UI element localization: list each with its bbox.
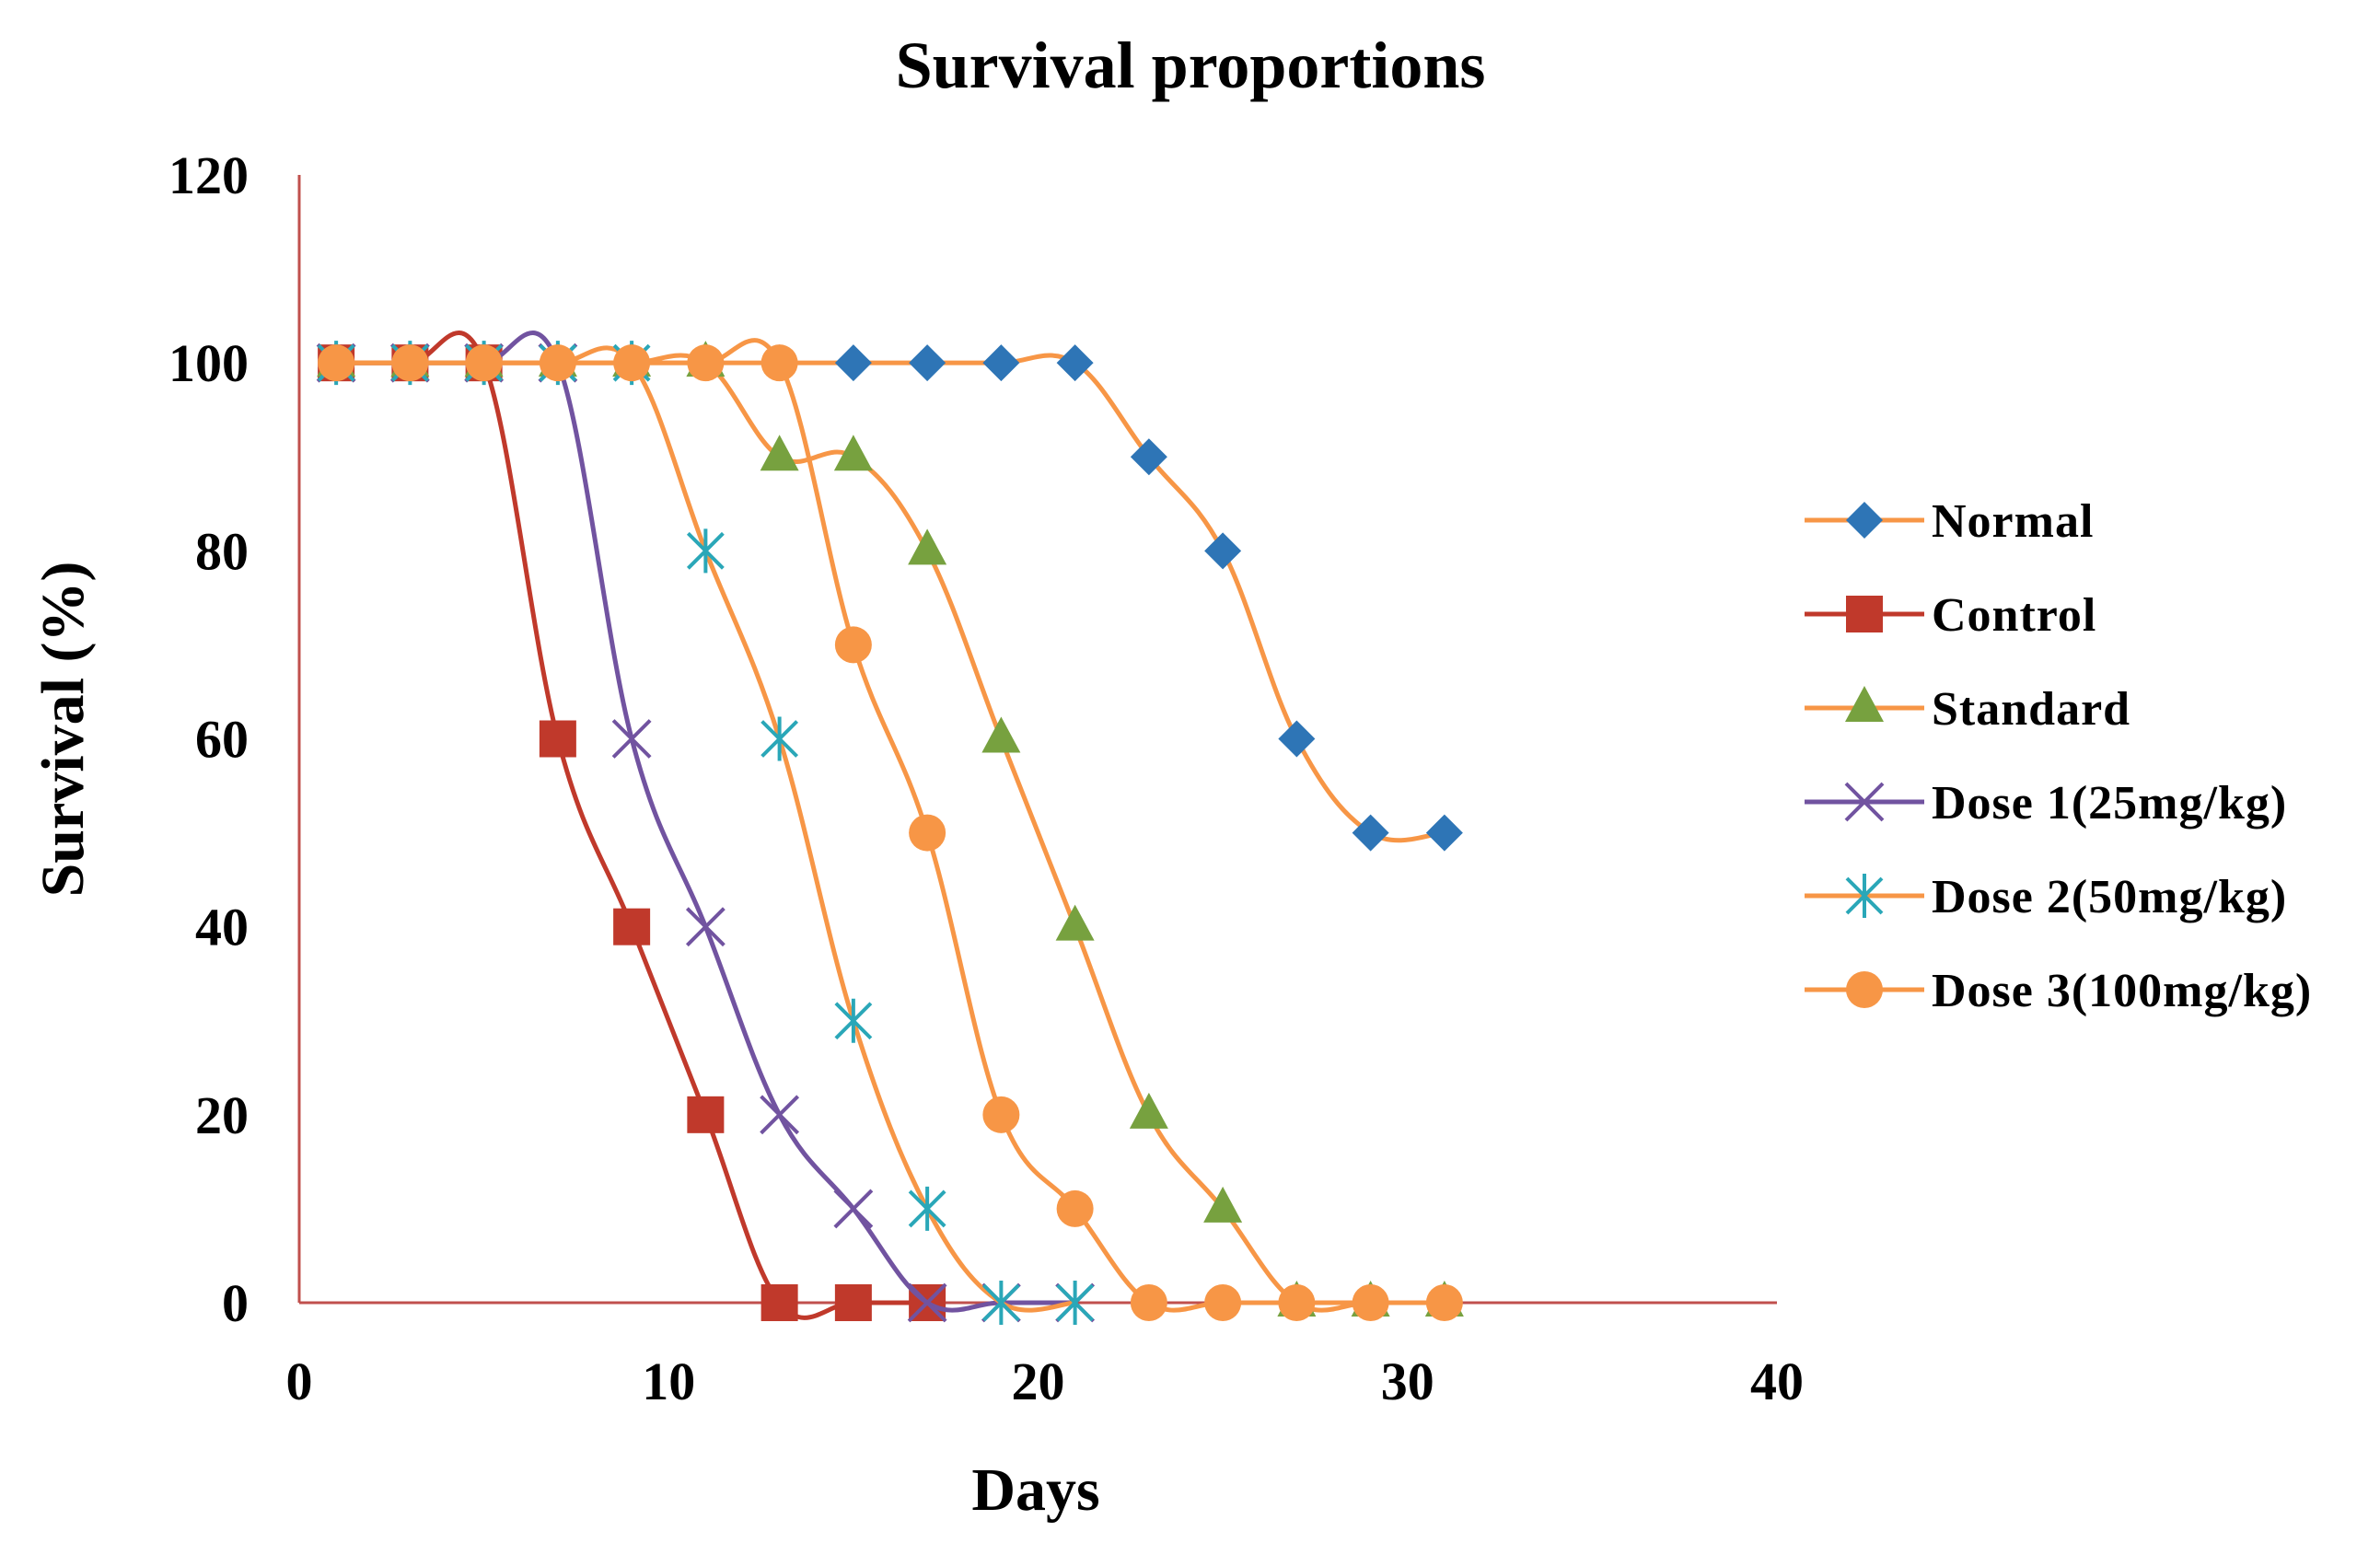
series-line <box>336 353 1445 1313</box>
data-point <box>981 716 1021 753</box>
data-point <box>908 1186 946 1231</box>
data-point <box>1278 1284 1316 1321</box>
legend-label: Standard <box>1932 683 2130 736</box>
legend-item: Dose 1(25mg/kg) <box>1805 777 2287 830</box>
x-tick-label: 10 <box>642 1352 695 1411</box>
data-point <box>539 344 576 382</box>
y-axis-label: Survival (%) <box>29 562 97 898</box>
legend-marker <box>1845 874 1884 918</box>
data-point <box>1056 344 1094 382</box>
y-tick-label: 20 <box>195 1085 249 1145</box>
legend-label: Normal <box>1932 495 2094 548</box>
data-point <box>834 626 872 664</box>
data-point <box>465 344 503 382</box>
series-line <box>336 331 1075 1313</box>
data-point <box>1130 1284 1167 1321</box>
series-normal <box>318 344 1463 852</box>
data-point <box>760 716 799 761</box>
data-point <box>981 1281 1020 1325</box>
data-point <box>908 528 947 565</box>
data-point <box>686 528 725 574</box>
y-tick-label: 0 <box>222 1273 249 1333</box>
data-point <box>687 344 725 382</box>
data-point <box>760 1095 800 1135</box>
data-point <box>685 907 726 947</box>
data-point <box>907 1282 947 1323</box>
legend-item: Control <box>1805 589 2096 642</box>
data-point <box>539 720 576 758</box>
chart-title: Survival proportions <box>896 29 1486 102</box>
data-point <box>760 344 798 382</box>
legend-marker <box>1845 686 1884 722</box>
data-point <box>687 1096 725 1133</box>
legend-item: Dose 2(50mg/kg) <box>1805 871 2287 923</box>
data-point <box>611 719 652 759</box>
series-dose-3-100mg-kg- <box>318 338 1463 1321</box>
x-axis-label: Days <box>971 1456 1099 1524</box>
data-point <box>1278 720 1316 758</box>
legend-marker <box>1846 502 1883 539</box>
data-point <box>1204 532 1242 570</box>
data-point <box>760 435 799 471</box>
data-point <box>1203 1186 1243 1223</box>
x-tick-label: 30 <box>1381 1352 1434 1411</box>
data-point <box>982 1096 1020 1133</box>
legend-label: Dose 3(100mg/kg) <box>1932 965 2312 1017</box>
data-point <box>391 344 429 382</box>
series-dose-1-25mg-kg- <box>316 331 1096 1323</box>
data-point <box>1425 1284 1463 1321</box>
data-point <box>1055 904 1095 941</box>
axes: 0 20 40 60 80 100 120 0 10 20 30 40 <box>168 145 1804 1411</box>
data-point <box>909 344 946 382</box>
data-point <box>1352 1284 1389 1321</box>
data-point <box>318 344 355 382</box>
data-point <box>834 998 873 1043</box>
legend-label: Dose 1(25mg/kg) <box>1932 777 2287 830</box>
series-line <box>336 338 1445 1313</box>
x-tick-label: 0 <box>286 1352 313 1411</box>
legend-item: Normal <box>1805 495 2094 548</box>
legend: Normal Control Standard Dose 1(25mg/kg) Dose… <box>1805 495 2312 1017</box>
legend-item: Dose 3(100mg/kg) <box>1805 965 2312 1017</box>
x-tick-label: 20 <box>1012 1352 1065 1411</box>
series-line <box>336 331 928 1320</box>
data-point <box>1425 814 1463 852</box>
y-tick-label: 80 <box>195 521 249 581</box>
data-point <box>613 344 651 382</box>
legend-marker <box>1846 596 1883 632</box>
data-point <box>834 1284 872 1321</box>
legend-label: Control <box>1932 589 2096 642</box>
data-point <box>1204 1284 1242 1321</box>
data-point <box>833 1189 874 1229</box>
y-tick-label: 120 <box>168 145 249 205</box>
series-lines <box>316 331 1464 1325</box>
data-point <box>613 908 651 946</box>
data-point <box>760 1284 798 1321</box>
y-tick-label: 60 <box>195 710 249 770</box>
y-tick-label: 100 <box>168 333 249 393</box>
data-point <box>1056 1281 1095 1325</box>
x-tick-label: 40 <box>1750 1352 1804 1411</box>
data-point <box>982 344 1020 382</box>
data-point <box>1129 1092 1168 1129</box>
data-point <box>833 435 873 471</box>
legend-marker <box>1846 971 1883 1008</box>
data-point <box>1352 814 1389 852</box>
series-dose-2-50mg-kg- <box>317 341 1095 1325</box>
data-point <box>1056 1189 1094 1227</box>
legend-marker <box>1844 782 1885 822</box>
series-control <box>318 331 946 1321</box>
y-tick-label: 40 <box>195 898 249 957</box>
series-line <box>336 345 1075 1313</box>
data-point <box>1130 438 1167 476</box>
data-point <box>834 344 872 382</box>
series-standard <box>317 341 1464 1317</box>
legend-item: Standard <box>1805 683 2130 736</box>
data-point <box>909 814 946 852</box>
legend-label: Dose 2(50mg/kg) <box>1932 871 2287 923</box>
